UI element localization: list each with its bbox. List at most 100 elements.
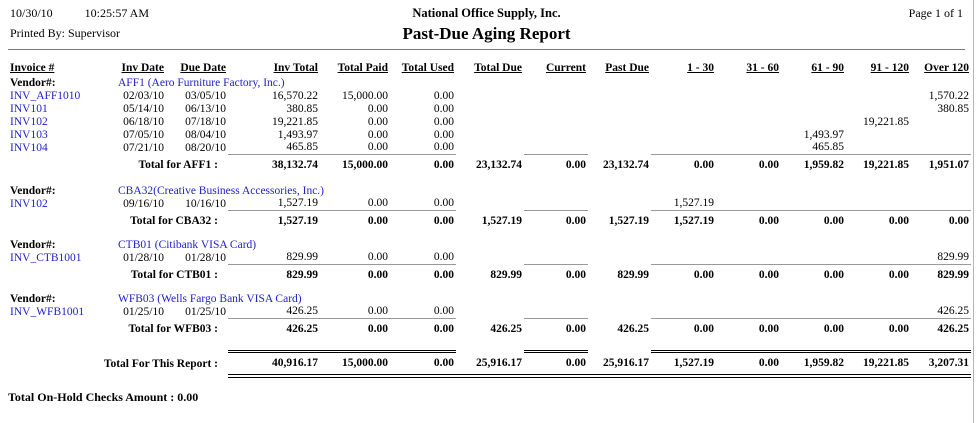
printed-by: Printed By: Supervisor [10, 26, 120, 40]
cell [846, 102, 911, 115]
report-total-cell: 1,959.82 [781, 350, 846, 378]
cell [651, 305, 716, 318]
cell [456, 102, 524, 115]
vendor-link[interactable]: AFF1 (Aero Furniture Factory, Inc.) [118, 77, 285, 89]
cell [846, 251, 911, 264]
print-time: 10:25:57 AM [84, 6, 150, 20]
invoice-link[interactable]: INV_AFF1010 [10, 89, 81, 102]
report-total-cell: 25,916.17 [588, 351, 651, 378]
cell [781, 89, 846, 102]
cell: 0.00 [367, 305, 388, 318]
column-header: 31 - 60 [746, 62, 779, 74]
cell: 01/25/10 [123, 305, 164, 318]
vendor-row: Vendor#: CBA32(Creative Business Accesso… [8, 182, 971, 197]
cell: 426.25 [937, 305, 969, 318]
cell [716, 115, 781, 128]
vendor-link[interactable]: CTB01 (Citibank VISA Card) [118, 239, 257, 251]
cell [524, 197, 588, 210]
invoice-link[interactable]: INV104 [10, 141, 48, 154]
cell: 01/28/10 [185, 251, 226, 264]
cell [716, 197, 781, 210]
cell [911, 115, 971, 128]
cell: 0.00 [433, 102, 454, 115]
invoice-link[interactable]: INV101 [10, 102, 48, 115]
total-cell: 0.00 [651, 317, 716, 336]
cell [456, 128, 524, 141]
total-cell: 1,951.07 [911, 153, 971, 172]
total-cell: 0.00 [651, 263, 716, 282]
report-total-row: Total For This Report : 40,916.17 15,000.0… [8, 350, 971, 378]
cell [716, 102, 781, 115]
total-cell: 1,527.19 [481, 215, 522, 227]
total-cell: 0.00 [524, 317, 588, 336]
cell: 465.85 [286, 141, 318, 154]
header-left: 10/30/10 10:25:57 AM Printed By: Supervis… [10, 6, 402, 41]
vendor-row: Vendor#: WFB03 (Wells Fargo Bank VISA Ca… [8, 290, 971, 305]
column-header: 61 - 90 [811, 62, 844, 74]
cell: 05/14/10 [123, 102, 164, 115]
cell: 0.00 [367, 197, 388, 210]
cell [524, 141, 588, 154]
cell: 1,493.97 [803, 128, 844, 141]
invoice-link[interactable]: INV_WFB1001 [10, 305, 85, 318]
cell: 0.00 [433, 305, 454, 318]
cell [588, 102, 651, 115]
report-total-cell: 0.00 [390, 350, 456, 378]
total-cell: 23,132.74 [476, 159, 522, 171]
cell: 19,221.85 [863, 115, 909, 128]
total-cell: 0.00 [390, 153, 456, 172]
vendor-label: Vendor#: [10, 293, 56, 305]
cell [716, 128, 781, 141]
cell [846, 197, 911, 210]
cell [716, 89, 781, 102]
table-header-row: Invoice # Inv Date Due Date Inv Total Total … [8, 54, 971, 74]
invoice-link[interactable]: INV102 [10, 115, 48, 128]
cell: 07/05/10 [123, 128, 164, 141]
total-cell: 1,527.19 [608, 215, 649, 227]
invoice-link[interactable]: INV_CTB1001 [10, 251, 82, 264]
cell: 09/16/10 [123, 197, 164, 210]
total-cell: 1,527.19 [651, 209, 716, 228]
invoice-row: INV102 06/18/10 07/18/10 19,221.85 0.00 0.00 1… [8, 115, 971, 128]
vendor-link[interactable]: WFB03 (Wells Fargo Bank VISA Card) [118, 293, 302, 305]
cell [911, 141, 971, 154]
total-cell: 0.00 [320, 263, 390, 282]
cell: 0.00 [433, 141, 454, 154]
cell: 829.99 [937, 251, 969, 264]
total-cell: 0.00 [781, 209, 846, 228]
page-indicator: Page 1 of 1 [908, 6, 963, 20]
cell: 0.00 [433, 115, 454, 128]
cell: 0.00 [367, 251, 388, 264]
cell [588, 305, 651, 318]
total-cell: 0.00 [320, 209, 390, 228]
cell [716, 305, 781, 318]
column-header: Past Due [605, 62, 649, 74]
cell [781, 305, 846, 318]
invoice-row: INV103 07/05/10 08/04/10 1,493.97 0.00 0.00 1,… [8, 128, 971, 141]
column-header: Due Date [180, 62, 226, 74]
total-cell: 426.25 [228, 317, 320, 336]
report-total-cell: 15,000.00 [320, 350, 390, 378]
invoice-link[interactable]: INV102 [10, 197, 48, 210]
cell [524, 115, 588, 128]
cell: 1,493.97 [277, 128, 318, 141]
report-total-cell: 1,527.19 [651, 350, 716, 378]
cell: 03/05/10 [185, 89, 226, 102]
cell: 02/03/10 [123, 89, 164, 102]
cell [651, 102, 716, 115]
cell [716, 141, 781, 154]
total-cell: 0.00 [911, 209, 971, 228]
cell: 426.25 [286, 305, 318, 318]
column-header: Total Paid [337, 62, 388, 74]
total-cell: 19,221.85 [846, 153, 911, 172]
cell: 06/18/10 [123, 115, 164, 128]
report-total-cell: 3,207.31 [911, 350, 971, 378]
invoice-row: INV104 07/21/10 08/20/10 465.85 0.00 0.00 465.… [8, 141, 971, 154]
total-cell: 0.00 [781, 263, 846, 282]
invoice-link[interactable]: INV103 [10, 128, 48, 141]
vendor-link[interactable]: CBA32(Creative Business Accessories, Inc… [118, 185, 325, 197]
spacer [8, 228, 971, 236]
total-cell: 1,959.82 [781, 153, 846, 172]
group-total-label: Total for CBA32 : [130, 215, 218, 227]
cell [524, 251, 588, 264]
